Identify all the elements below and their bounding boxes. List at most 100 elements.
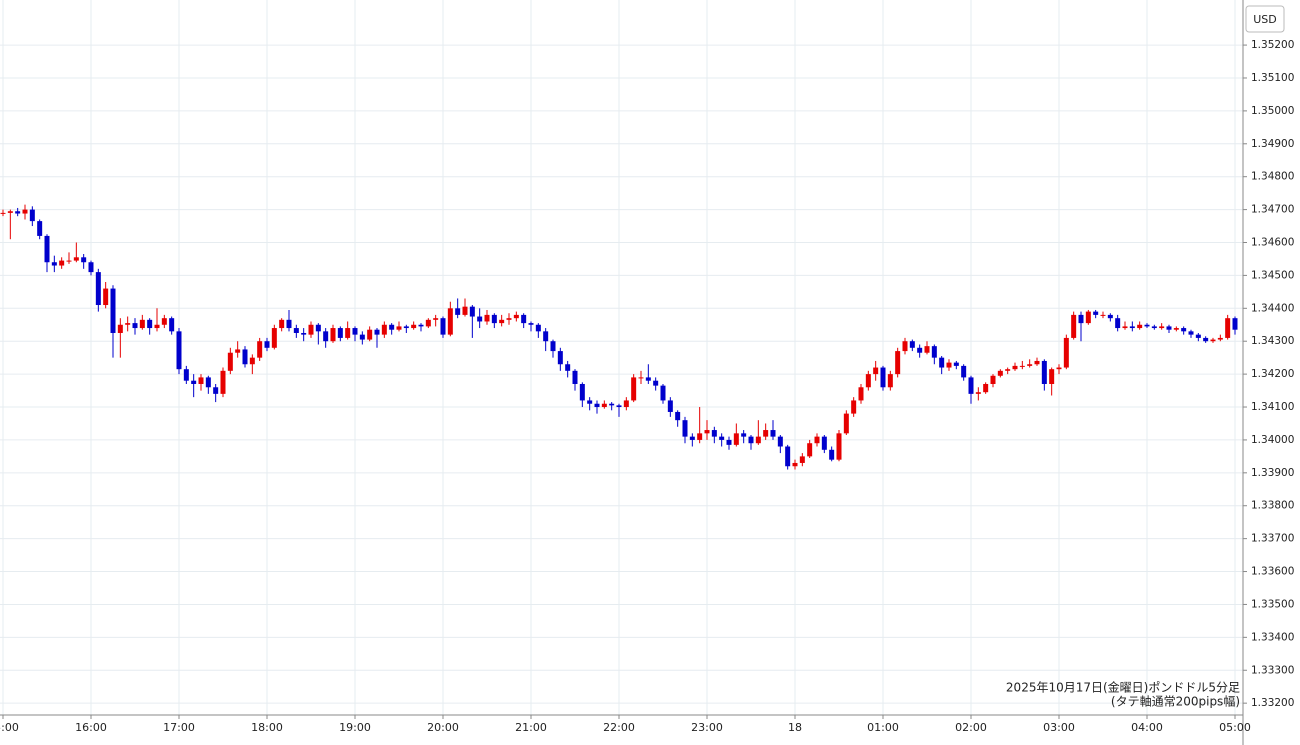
candle-body (191, 380, 197, 384)
candle-body (491, 314, 497, 324)
candle-body (183, 369, 189, 381)
candle-body (125, 323, 131, 325)
candle-body (95, 272, 101, 306)
candle-body (785, 446, 791, 467)
y-tick-label: 1.34900 (1251, 138, 1294, 150)
candle-body (81, 257, 87, 263)
x-tick-label: 22:00 (603, 721, 635, 734)
x-tick-label: 20:00 (427, 721, 459, 734)
candle-body (484, 314, 490, 322)
candle-body (169, 318, 175, 332)
x-tick-label: 15:00 (0, 721, 19, 734)
candle-body (1019, 365, 1025, 367)
x-tick-label: 04:00 (1131, 721, 1163, 734)
candle-body (1122, 326, 1128, 329)
candle-body (609, 403, 615, 406)
y-tick-label: 1.33400 (1251, 631, 1294, 643)
candle-body (704, 430, 710, 434)
candle-body (968, 377, 974, 394)
candle-body (213, 387, 219, 394)
candle-body (535, 324, 541, 332)
candle-body (418, 324, 424, 327)
candle-body (917, 347, 923, 353)
candle-body (594, 403, 600, 408)
y-tick-label: 1.34500 (1251, 269, 1294, 281)
candle-body (22, 209, 28, 214)
candle-body (367, 329, 373, 340)
candle-body (528, 323, 534, 325)
currency-box (1245, 5, 1285, 33)
x-tick-label: 17:00 (163, 721, 195, 734)
candle-body (513, 314, 519, 319)
candle-body (667, 400, 673, 412)
y-tick-label: 1.35000 (1251, 105, 1294, 117)
candle-body (997, 370, 1003, 376)
candle-body (887, 374, 893, 388)
candle-body (1159, 326, 1165, 329)
candle-body (337, 328, 343, 338)
y-tick-label: 1.33200 (1251, 697, 1294, 709)
candle-body (139, 319, 145, 329)
candle-body (403, 326, 409, 329)
candle-body (623, 400, 629, 408)
candle-body (675, 411, 681, 421)
candle-body (711, 430, 717, 437)
candle-body (1188, 331, 1194, 335)
y-tick-label: 1.33700 (1251, 533, 1294, 545)
candle-body (352, 328, 358, 335)
candle-body (242, 349, 248, 365)
candle-body (37, 221, 43, 236)
candle-body (550, 341, 556, 352)
candle-body (374, 329, 380, 335)
candle-body (858, 387, 864, 401)
candle-body (1166, 326, 1172, 330)
candle-body (873, 367, 879, 375)
candle-body (359, 334, 365, 340)
candle-body (279, 319, 285, 329)
candle-body (1093, 311, 1099, 315)
candle-body (733, 433, 739, 445)
candle-body (147, 319, 153, 329)
candle-body (103, 288, 109, 306)
candle-body (601, 403, 607, 408)
candle-body (345, 328, 351, 338)
candle-body (198, 377, 204, 384)
candle-body (1232, 318, 1238, 330)
candle-body (689, 436, 695, 440)
candle-body (227, 352, 233, 371)
y-tick-label: 1.34300 (1251, 335, 1294, 347)
candle-body (447, 308, 453, 335)
candle-body (249, 357, 255, 365)
candle-body (389, 324, 395, 330)
candle-body (953, 362, 959, 366)
y-tick-label: 1.33500 (1251, 598, 1294, 610)
candle-body (1115, 318, 1121, 329)
candle-body (631, 377, 637, 401)
candle-body (469, 306, 475, 317)
candle-body (682, 420, 688, 437)
candle-body (909, 341, 915, 348)
candle-body (543, 331, 549, 342)
x-tick-label: 18:00 (251, 721, 283, 734)
candle-body (1144, 324, 1150, 327)
candle-body (1225, 318, 1231, 338)
candle-body (741, 433, 747, 437)
candle-body (315, 324, 321, 332)
y-tick-label: 1.34400 (1251, 302, 1294, 314)
y-tick-label: 1.35200 (1251, 39, 1294, 51)
candle-body (961, 365, 967, 378)
candle-body (15, 211, 21, 214)
candle-body (1056, 367, 1062, 370)
candle-body (1027, 364, 1033, 366)
candle-body (176, 331, 182, 370)
candle-body (975, 392, 981, 394)
grid (0, 0, 1243, 715)
candle-body (557, 351, 563, 365)
x-tick-label: 21:00 (515, 721, 547, 734)
candle-body (843, 413, 849, 434)
candle-body (220, 370, 226, 394)
candle-body (1151, 326, 1157, 329)
candle-body (381, 324, 387, 335)
